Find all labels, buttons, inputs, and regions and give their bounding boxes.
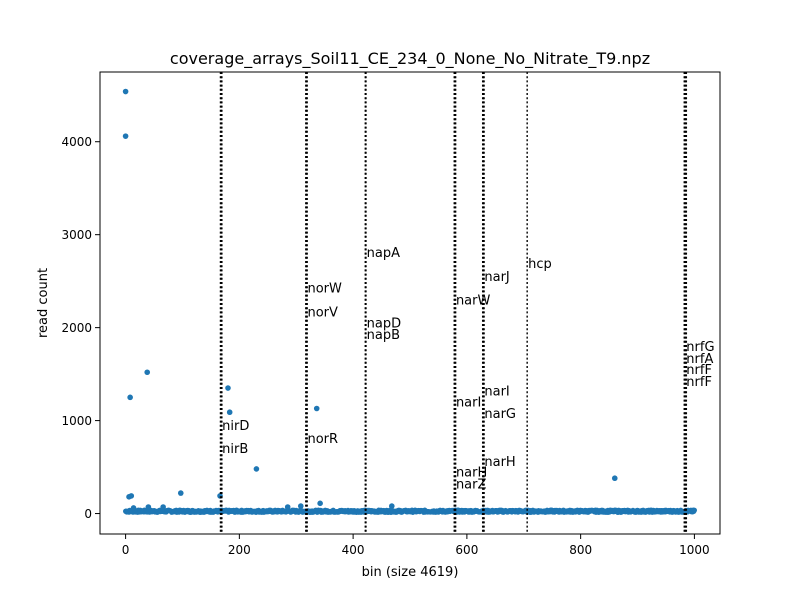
x-axis-ticks: 0 200 400 600 800 1000 [122,534,710,557]
baseline-point [691,507,698,513]
gene-label: narH [456,465,487,480]
data-point [313,405,320,412]
gene-label: nrfA [686,352,713,367]
gene-label: narG [484,407,516,422]
data-point [297,503,304,509]
x-tick-label: 200 [228,543,251,557]
data-point [389,503,395,509]
gene-label: narH [484,455,515,470]
data-point [317,500,323,507]
gene-label: narW [456,293,491,308]
data-point [127,394,133,401]
data-point [130,505,137,511]
gene-label: narJ [484,270,509,285]
y-tick-label: 2000 [61,321,92,335]
y-tick-label: 4000 [61,135,92,149]
data-point [145,504,152,510]
chart-title: coverage_arrays_Soil11_CE_234_0_None_No_… [170,49,650,69]
data-point [253,466,260,472]
gene-label: nrfF [686,375,712,390]
data-point [144,369,151,376]
gene-label: nrfG [686,340,714,355]
x-axis-label: bin (size 4619) [362,565,459,580]
gene-label: napD [367,317,401,332]
gene-label: narI [484,384,509,399]
x-tick-label: 400 [342,543,365,557]
x-tick-label: 600 [455,543,478,557]
data-point [128,493,135,499]
gene-label: norV [307,305,338,320]
y-tick-label: 3000 [61,228,92,242]
x-tick-label: 0 [122,543,130,557]
data-point [611,475,618,482]
data-point [177,490,184,496]
gene-label: napA [367,246,400,261]
gene-label: norW [307,281,342,296]
y-axis-ticks: 0 1000 2000 3000 4000 [61,135,100,521]
y-axis-label: read count [36,268,51,338]
gene-label: narZ [456,477,487,492]
y-tick-label: 1000 [61,414,92,428]
gene-label: napB [367,328,400,343]
gene-label: nrfF [686,363,712,378]
x-tick-label: 800 [569,543,592,557]
data-point [122,133,129,139]
data-point [226,409,233,416]
gene-label: nirB [222,442,248,457]
gene-label: nirD [222,419,249,434]
gene-label: narI [456,396,481,411]
data-point [160,504,166,510]
data-point [284,504,291,510]
y-tick-label: 0 [84,507,92,521]
data-point [225,385,231,391]
data-point [122,88,129,95]
gene-label: norR [307,432,338,447]
gene-label: hcp [528,257,552,272]
gene-markers [219,72,688,534]
plot-frame [99,71,721,535]
x-tick-label: 1000 [679,543,710,557]
data-points [122,88,618,511]
baseline-points [123,507,698,515]
